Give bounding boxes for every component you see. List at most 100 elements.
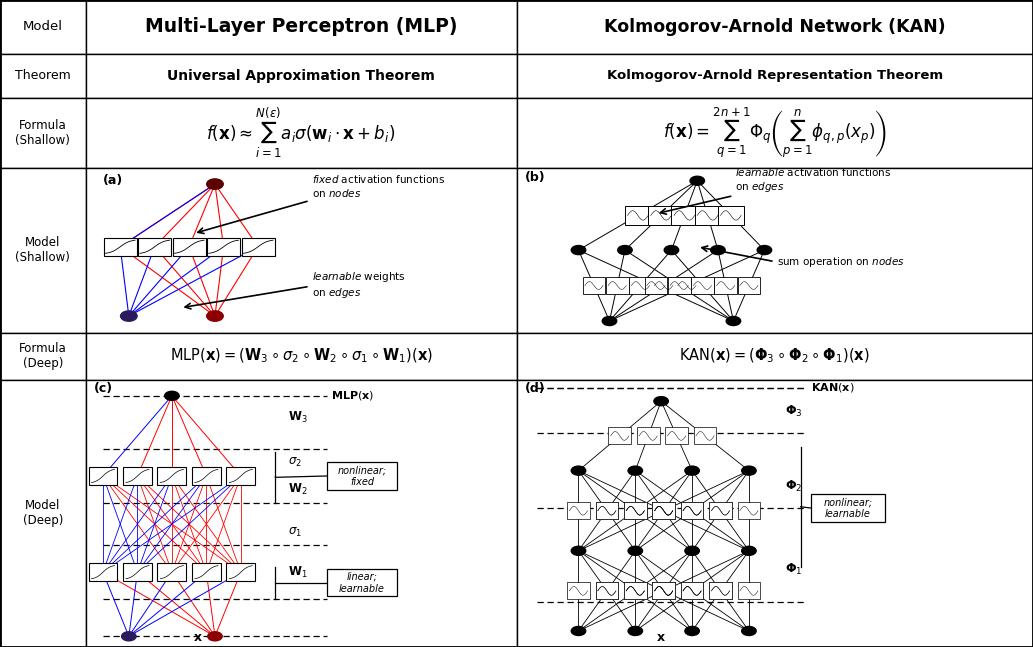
Bar (653, 502, 676, 519)
Bar (608, 428, 631, 444)
Bar (811, 494, 885, 521)
Bar (207, 237, 240, 256)
Bar (226, 563, 255, 581)
Bar (653, 502, 676, 519)
Bar (625, 206, 651, 225)
Bar (667, 278, 690, 294)
Bar (645, 278, 667, 294)
Bar (624, 502, 647, 519)
Bar (653, 582, 676, 599)
Circle shape (571, 546, 586, 555)
Circle shape (207, 311, 223, 322)
Text: nonlinear;
fixed: nonlinear; fixed (338, 465, 386, 487)
Bar (605, 278, 628, 294)
Bar (709, 582, 731, 599)
Bar (624, 502, 647, 519)
Text: Model
(Deep): Model (Deep) (23, 499, 63, 527)
Text: Formula
(Deep): Formula (Deep) (19, 342, 67, 370)
Bar (123, 467, 152, 485)
Text: $\mathbf{x}$: $\mathbf{x}$ (193, 631, 202, 644)
Bar (636, 428, 659, 444)
Bar (624, 582, 647, 599)
Bar (327, 463, 398, 490)
Text: $\mathbf{W}_1$: $\mathbf{W}_1$ (288, 565, 308, 580)
Bar (738, 278, 760, 294)
Bar (86, 168, 516, 333)
Bar (681, 582, 703, 599)
Bar (0, 98, 86, 168)
Text: $\mathbf{\Phi}_1$: $\mathbf{\Phi}_1$ (785, 562, 803, 577)
Bar (653, 582, 676, 599)
Text: $\sigma_2$: $\sigma_2$ (288, 456, 302, 469)
Bar (595, 502, 618, 519)
Bar (681, 582, 703, 599)
Circle shape (664, 246, 679, 255)
Text: Model
(Shallow): Model (Shallow) (15, 236, 70, 264)
Bar (653, 582, 676, 599)
Bar (89, 467, 118, 485)
Bar (583, 278, 605, 294)
Circle shape (685, 546, 699, 555)
Bar (681, 502, 703, 519)
Bar (709, 582, 731, 599)
Circle shape (742, 626, 756, 635)
Text: Kolmogorov-Arnold Network (KAN): Kolmogorov-Arnold Network (KAN) (604, 18, 945, 36)
Bar (738, 582, 760, 599)
Bar (516, 54, 1033, 98)
Text: (b): (b) (525, 171, 545, 184)
Text: (a): (a) (103, 174, 123, 187)
Bar (595, 502, 618, 519)
Circle shape (742, 546, 756, 555)
Circle shape (571, 466, 586, 475)
Circle shape (685, 626, 699, 635)
Bar (0, 54, 86, 98)
Text: (d): (d) (525, 382, 545, 395)
Bar (138, 237, 171, 256)
Bar (192, 467, 221, 485)
Text: Kolmogorov-Arnold Representation Theorem: Kolmogorov-Arnold Representation Theorem (606, 69, 943, 82)
Text: $\mathbf{\Phi}_3$: $\mathbf{\Phi}_3$ (785, 404, 803, 419)
Circle shape (208, 631, 222, 641)
Bar (242, 237, 275, 256)
Bar (653, 502, 676, 519)
Bar (681, 502, 703, 519)
Bar (653, 582, 676, 599)
Bar (0, 168, 86, 333)
Text: linear;
learnable: linear; learnable (339, 572, 385, 594)
Bar (691, 278, 714, 294)
Bar (695, 206, 721, 225)
Text: Multi-Layer Perceptron (MLP): Multi-Layer Perceptron (MLP) (145, 17, 458, 36)
Text: $f(\mathbf{x}) = \sum_{q=1}^{2n+1} \Phi_q \left( \sum_{p=1}^{n} \phi_{q,p}(x_p) : $f(\mathbf{x}) = \sum_{q=1}^{2n+1} \Phi_… (663, 105, 886, 160)
Bar (516, 168, 1033, 333)
Text: $\it{learnable}$ weights
on $\it{edges}$: $\it{learnable}$ weights on $\it{edges}$ (312, 270, 406, 300)
Circle shape (628, 626, 643, 635)
Text: Theorem: Theorem (15, 69, 70, 82)
Bar (226, 467, 255, 485)
Bar (671, 206, 697, 225)
Circle shape (690, 176, 705, 185)
Circle shape (726, 316, 741, 325)
Circle shape (207, 179, 223, 189)
Bar (86, 0, 516, 54)
Bar (595, 582, 618, 599)
Bar (103, 237, 136, 256)
Bar (624, 582, 647, 599)
Bar (173, 237, 206, 256)
Circle shape (711, 246, 725, 255)
Bar (0, 333, 86, 380)
Text: $\mathbf{\Phi}_2$: $\mathbf{\Phi}_2$ (785, 479, 803, 494)
Text: $\mathbf{W}_2$: $\mathbf{W}_2$ (288, 482, 308, 497)
Text: $\mathrm{KAN}(\mathbf{x}) = (\mathbf{\Phi}_3 \circ \mathbf{\Phi}_2 \circ \mathbf: $\mathrm{KAN}(\mathbf{x}) = (\mathbf{\Ph… (680, 347, 870, 366)
Bar (157, 467, 186, 485)
Bar (676, 278, 698, 294)
Text: $\mathbf{W}_3$: $\mathbf{W}_3$ (288, 410, 308, 424)
Bar (653, 502, 676, 519)
Bar (718, 206, 744, 225)
Bar (595, 582, 618, 599)
Bar (516, 380, 1033, 647)
Text: Model: Model (23, 20, 63, 34)
Text: $\it{learnable}$ activation functions
on $\it{edges}$: $\it{learnable}$ activation functions on… (735, 166, 891, 194)
Circle shape (628, 546, 643, 555)
Circle shape (628, 466, 643, 475)
Text: sum operation on $\it{nodes}$: sum operation on $\it{nodes}$ (777, 255, 905, 269)
